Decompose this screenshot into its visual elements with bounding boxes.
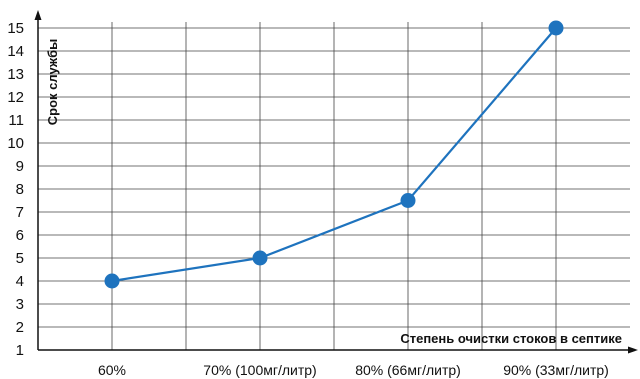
y-tick-label: 14 xyxy=(7,43,24,60)
y-tick-label: 7 xyxy=(16,204,24,221)
y-tick-label: 4 xyxy=(16,273,24,290)
x-axis-arrow xyxy=(628,346,638,354)
data-point xyxy=(104,273,120,289)
y-tick-label: 5 xyxy=(16,250,24,267)
y-tick-label: 8 xyxy=(16,181,24,198)
y-tick-label: 10 xyxy=(7,135,24,152)
y-axis-title: Срок службы xyxy=(45,39,60,125)
y-tick-label: 11 xyxy=(8,112,24,129)
y-tick-label: 13 xyxy=(7,66,24,83)
y-tick-label: 1 xyxy=(16,342,24,359)
y-axis-arrow xyxy=(34,10,42,20)
data-point xyxy=(252,250,268,266)
x-tick-label: 60% xyxy=(98,362,126,378)
data-point xyxy=(548,20,564,36)
x-tick-labels: 60% 70% (100мг/литр) 80% (66мг/литр) 90% (3… xyxy=(98,362,609,378)
x-axis-title: Степень очистки стоков в септике xyxy=(400,331,622,346)
grid xyxy=(38,22,630,350)
x-tick-label: 90% (33мг/литр) xyxy=(503,362,609,378)
x-tick-label: 80% (66мг/литр) xyxy=(355,362,461,378)
data-point xyxy=(400,193,416,208)
y-tick-label: 9 xyxy=(16,158,24,175)
x-tick-label: 70% (100мг/литр) xyxy=(203,362,316,378)
y-tick-label: 12 xyxy=(7,89,24,106)
y-tick-label: 2 xyxy=(16,319,24,336)
series-line xyxy=(111,27,557,283)
y-tick-label: 3 xyxy=(16,296,24,313)
axes xyxy=(34,10,638,354)
series xyxy=(104,20,564,289)
y-tick-label: 6 xyxy=(16,227,24,244)
y-tick-label: 15 xyxy=(7,20,24,37)
